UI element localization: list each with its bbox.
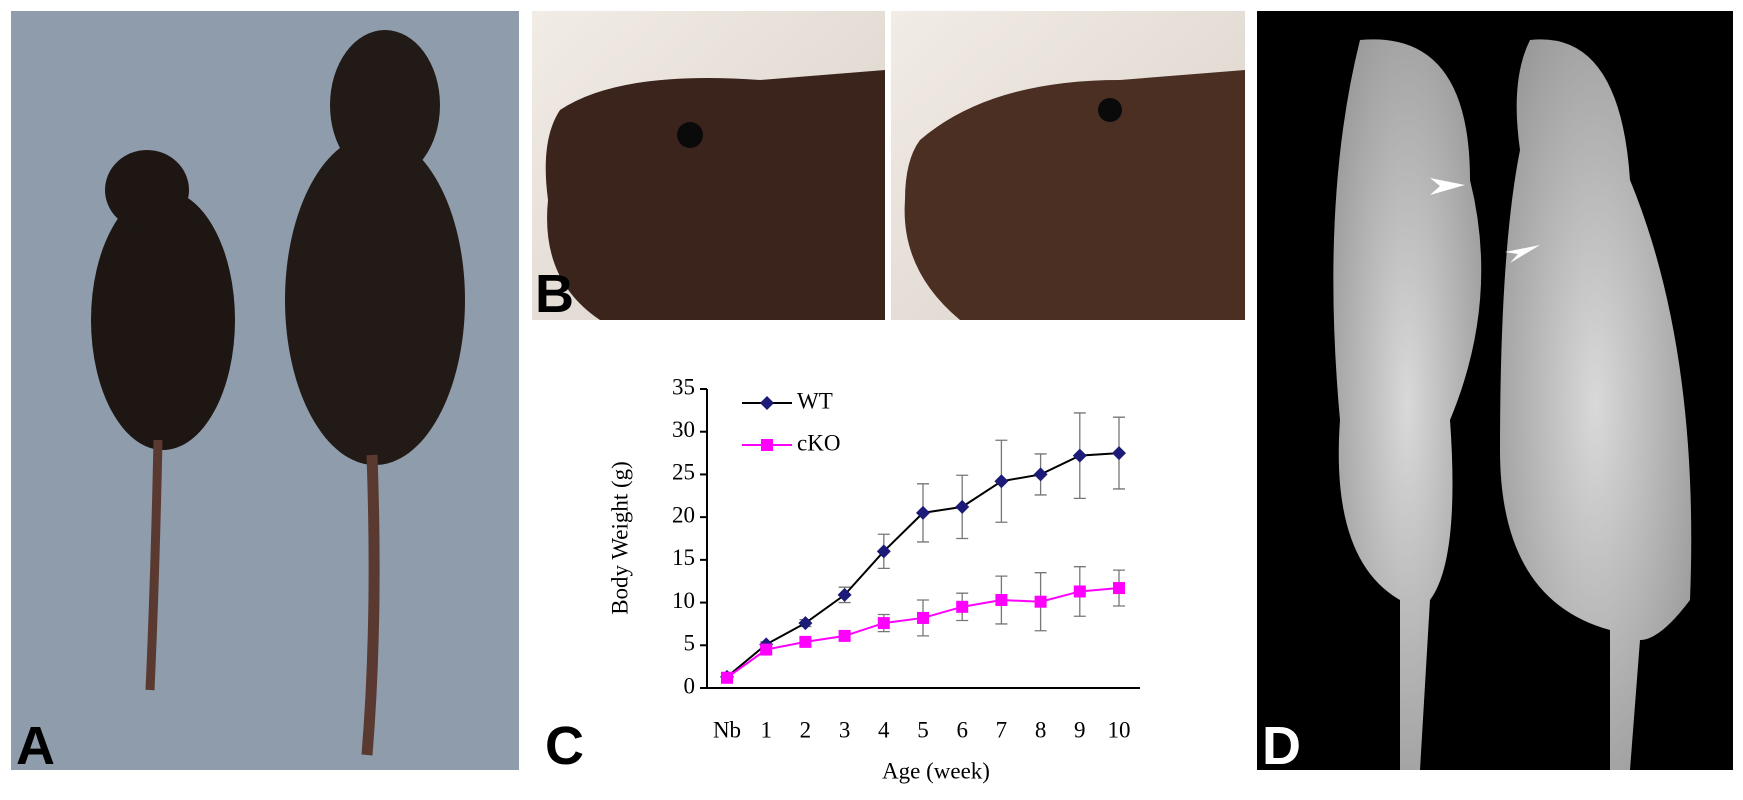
x-tick-label: 4	[878, 717, 890, 742]
data-point	[995, 594, 1008, 607]
y-tick-label: 0	[684, 673, 696, 698]
data-point	[994, 474, 1009, 489]
y-tick-label: 20	[672, 502, 695, 527]
data-point	[838, 629, 851, 642]
data-point	[1113, 582, 1125, 595]
x-tick-label: 9	[1074, 717, 1086, 742]
data-point	[1073, 585, 1086, 598]
data-point	[721, 671, 733, 684]
data-point	[877, 617, 890, 630]
photo-b: B	[532, 11, 1245, 324]
data-point	[798, 616, 813, 631]
panel-label: D	[1262, 716, 1301, 776]
data-point	[837, 587, 852, 602]
x-tick-label: 8	[1035, 717, 1047, 742]
y-tick-label: 15	[672, 545, 695, 570]
photo-a: A	[11, 11, 519, 776]
x-tick-label: 1	[760, 717, 772, 742]
data-point	[956, 600, 969, 613]
panel-label: C	[545, 716, 584, 776]
legend-marker	[761, 439, 773, 451]
x-tick-label: 6	[956, 717, 968, 742]
data-point	[1112, 446, 1126, 461]
y-axis-label: Body Weight (g)	[607, 461, 632, 615]
legend-label: WT	[797, 388, 833, 413]
panel-label: A	[16, 716, 55, 776]
chart: C Age (week) Body Weight (g) 05101520253…	[545, 374, 1140, 783]
data-point	[917, 611, 929, 624]
y-tick-label: 10	[672, 588, 695, 613]
data-point	[760, 643, 773, 656]
y-tick-label: 35	[672, 374, 695, 399]
photo-d: D	[1257, 11, 1733, 776]
x-tick-label: 3	[839, 717, 851, 742]
x-tick-label: Nb	[713, 717, 741, 742]
data-point	[1034, 595, 1047, 608]
x-axis-label: Age (week)	[882, 758, 990, 783]
x-tick-label: 5	[917, 717, 929, 742]
data-point	[1072, 448, 1087, 463]
y-tick-label: 25	[672, 460, 695, 485]
x-tick-label: 7	[996, 717, 1008, 742]
data-point	[1033, 467, 1048, 482]
y-tick-label: 30	[672, 417, 695, 442]
y-tick-label: 5	[684, 631, 696, 656]
x-tick-label: 2	[800, 717, 812, 742]
data-point	[955, 499, 970, 514]
x-tick-label: 10	[1108, 717, 1131, 742]
data-point	[916, 505, 930, 520]
panel-label: B	[535, 264, 574, 324]
legend-label: cKO	[797, 430, 840, 455]
data-point	[799, 635, 812, 648]
legend-marker	[760, 396, 774, 410]
data-point	[876, 544, 891, 559]
